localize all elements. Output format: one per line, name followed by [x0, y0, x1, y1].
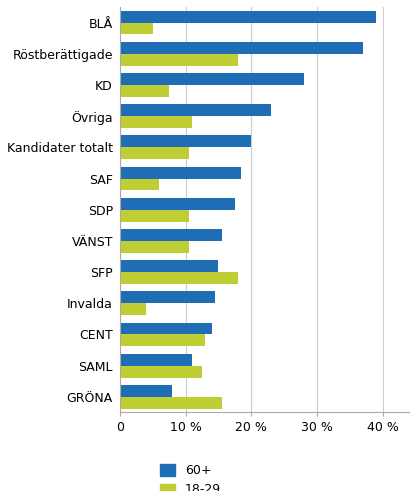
Bar: [120, 292, 215, 303]
Bar: [120, 260, 218, 272]
Bar: [120, 366, 202, 378]
Bar: [120, 272, 238, 284]
Bar: [120, 104, 271, 116]
Bar: [120, 23, 153, 34]
Bar: [120, 179, 159, 191]
Bar: [120, 73, 304, 85]
Bar: [120, 354, 192, 366]
Bar: [120, 303, 146, 315]
Bar: [120, 85, 169, 97]
Bar: [120, 42, 363, 54]
Bar: [120, 397, 222, 409]
Bar: [120, 198, 235, 210]
Bar: [120, 54, 238, 66]
Bar: [120, 136, 251, 147]
Legend: 60+, 18-29: 60+, 18-29: [155, 459, 226, 491]
Bar: [120, 385, 173, 397]
Bar: [120, 241, 189, 253]
Bar: [120, 334, 206, 346]
Bar: [120, 147, 189, 159]
Bar: [120, 323, 212, 334]
Bar: [120, 210, 189, 221]
Bar: [120, 116, 192, 128]
Bar: [120, 166, 241, 179]
Bar: [120, 229, 222, 241]
Bar: [120, 11, 376, 23]
